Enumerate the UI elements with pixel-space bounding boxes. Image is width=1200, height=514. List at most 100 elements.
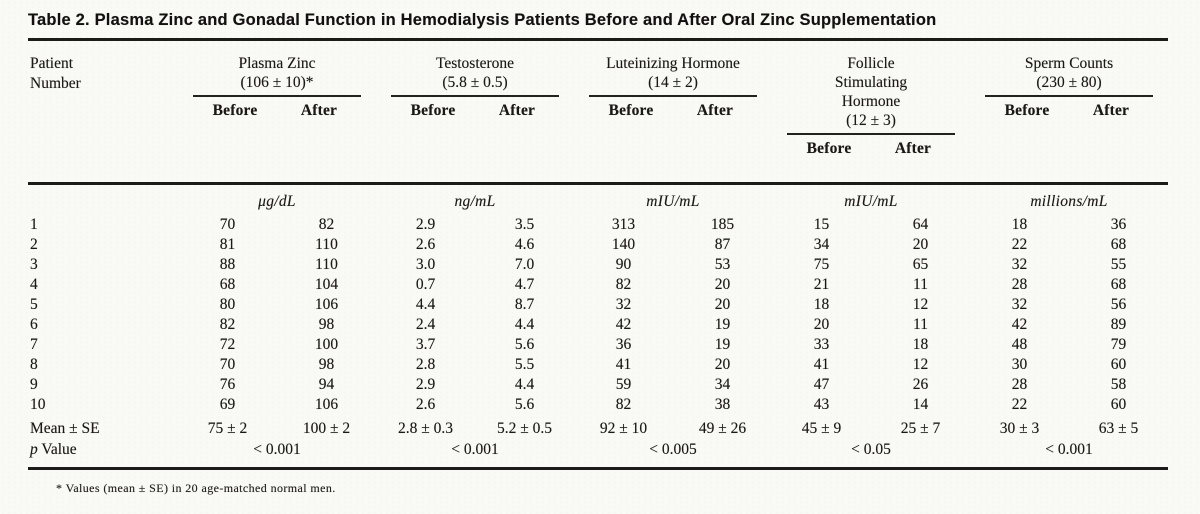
follicle-stimulating-hormone-before-label: Before xyxy=(806,140,852,157)
value-cell-follicle-stimulating-hormone-after: 64 xyxy=(912,216,929,233)
value-cell-follicle-stimulating-hormone-after: 11 xyxy=(913,316,928,333)
value-cell-plasma-zinc-after: 104 xyxy=(314,276,339,293)
value-cell-follicle-stimulating-hormone-after: 20 xyxy=(912,236,929,253)
value-cell-follicle-stimulating-hormone-before: 21 xyxy=(813,276,830,293)
luteinizing-hormone-before-label: Before xyxy=(608,102,654,119)
group-title-line: (106 ± 10)* xyxy=(240,74,314,91)
group-header-plasma-zinc: Plasma Zinc (106 ± 10)* Before After xyxy=(193,54,361,120)
value-cell-follicle-stimulating-hormone-before: 15 xyxy=(813,216,830,233)
patient-row-3: 3 88 110 3.0 7.0 90 53 75 65 32 55 xyxy=(28,255,1168,275)
bottom-rule xyxy=(28,467,1168,470)
header-row: Patient Number Plasma Zinc (106 ± 10)* Bef… xyxy=(28,52,1168,185)
value-cell-sperm-counts-before: 22 xyxy=(1011,396,1028,413)
value-cell-testosterone-before: 0.7 xyxy=(415,276,436,293)
value-cell-plasma-zinc-before: 70 xyxy=(219,356,236,373)
value-cell-sperm-counts-after: 60 xyxy=(1110,356,1127,373)
value-cell-plasma-zinc-before: 69 xyxy=(219,396,236,413)
sperm-counts-before-label: Before xyxy=(1004,102,1050,119)
results-table: Patient Number Plasma Zinc (106 ± 10)* Bef… xyxy=(28,52,1168,461)
value-cell-testosterone-before: 2.4 xyxy=(415,316,436,333)
column-group-header-follicle-stimulating-hormone: Follicle Stimulating Hormone (12 ± 3) Before… xyxy=(772,52,970,185)
before-after-row: Before After xyxy=(985,102,1153,120)
group-title-plasma-zinc: Plasma Zinc (106 ± 10)* xyxy=(193,54,361,92)
value-cell-testosterone-before: 2.6 xyxy=(415,236,436,253)
group-title-line: Luteinizing Hormone xyxy=(606,55,740,72)
column-group-header-plasma-zinc: Plasma Zinc (106 ± 10)* Before After xyxy=(178,52,376,185)
unit-luteinizing-hormone: mIU/mL xyxy=(646,193,700,210)
mean-cell-follicle-stimulating-hormone-before: 45 ± 9 xyxy=(801,419,842,437)
value-cell-sperm-counts-after: 89 xyxy=(1110,316,1127,333)
value-cell-plasma-zinc-before: 70 xyxy=(219,216,236,233)
group-header-follicle-stimulating-hormone: Follicle Stimulating Hormone (12 ± 3) Before… xyxy=(787,54,955,158)
patient-number-header: Patient Number xyxy=(28,52,178,185)
unit-plasma-zinc: μg/dL xyxy=(258,193,296,210)
before-after-row: Before After xyxy=(193,102,361,120)
value-cell-follicle-stimulating-hormone-before: 20 xyxy=(813,316,830,333)
p-value-row: p Value < 0.001 < 0.001 < 0.005 < 0.05 < 0.00… xyxy=(28,439,1168,461)
group-title-line: Follicle xyxy=(847,55,895,72)
table-body: μg/dL ng/mL mIU/mL mIU/mL millions/mL 1 70 82 2.… xyxy=(28,184,1168,462)
patient-number-cell: 3 xyxy=(30,256,38,273)
value-cell-follicle-stimulating-hormone-before: 33 xyxy=(813,336,830,353)
value-cell-follicle-stimulating-hormone-after: 14 xyxy=(912,396,929,413)
value-cell-sperm-counts-after: 56 xyxy=(1110,296,1127,313)
value-cell-follicle-stimulating-hormone-before: 41 xyxy=(813,356,830,373)
patient-row-9: 9 76 94 2.9 4.4 59 34 47 26 28 58 xyxy=(28,375,1168,395)
value-cell-plasma-zinc-after: 110 xyxy=(315,236,338,253)
group-underline xyxy=(787,133,955,135)
value-cell-sperm-counts-after: 79 xyxy=(1110,336,1127,353)
group-title-line: Hormone xyxy=(841,93,901,110)
value-cell-sperm-counts-before: 48 xyxy=(1011,336,1028,353)
mean-cell-luteinizing-hormone-after: 49 ± 26 xyxy=(698,419,747,437)
patient-row-1: 1 70 82 2.9 3.5 313 185 15 64 18 36 xyxy=(28,215,1168,235)
value-cell-sperm-counts-after: 36 xyxy=(1110,216,1127,233)
value-cell-plasma-zinc-after: 100 xyxy=(314,336,339,353)
value-cell-follicle-stimulating-hormone-after: 11 xyxy=(913,276,928,293)
value-cell-sperm-counts-before: 22 xyxy=(1011,236,1028,253)
value-cell-testosterone-before: 3.7 xyxy=(415,336,436,353)
group-title-line: (12 ± 3) xyxy=(846,112,896,129)
value-cell-sperm-counts-before: 42 xyxy=(1011,316,1028,333)
value-cell-sperm-counts-before: 32 xyxy=(1011,296,1028,313)
value-cell-testosterone-after: 8.7 xyxy=(514,296,535,313)
value-cell-luteinizing-hormone-before: 41 xyxy=(615,356,632,373)
patient-number-cell: 10 xyxy=(30,396,46,413)
mean-cell-plasma-zinc-after: 100 ± 2 xyxy=(302,419,351,437)
mean-cell-luteinizing-hormone-before: 92 ± 10 xyxy=(599,419,648,437)
value-cell-sperm-counts-before: 32 xyxy=(1011,256,1028,273)
value-cell-testosterone-after: 4.4 xyxy=(514,376,535,393)
plasma-zinc-before-label: Before xyxy=(212,102,258,119)
value-cell-follicle-stimulating-hormone-before: 18 xyxy=(813,296,830,313)
units-row: μg/dL ng/mL mIU/mL mIU/mL millions/mL xyxy=(28,184,1168,216)
luteinizing-hormone-after-label: After xyxy=(696,102,734,119)
patient-number-cell: 1 xyxy=(30,216,38,233)
mean-cell-testosterone-after: 5.2 ± 0.5 xyxy=(496,419,552,437)
p-value-label-text: Value xyxy=(37,441,77,458)
value-cell-testosterone-before: 2.8 xyxy=(415,356,436,373)
value-cell-follicle-stimulating-hormone-after: 26 xyxy=(912,376,929,393)
mean-cell-sperm-counts-after: 63 ± 5 xyxy=(1098,419,1139,437)
value-cell-plasma-zinc-after: 94 xyxy=(318,376,335,393)
value-cell-luteinizing-hormone-after: 19 xyxy=(714,316,731,333)
value-cell-testosterone-before: 2.9 xyxy=(415,216,436,233)
value-cell-plasma-zinc-before: 68 xyxy=(219,276,236,293)
patient-row-10: 10 69 106 2.6 5.6 82 38 43 14 22 60 xyxy=(28,395,1168,415)
p-value-luteinizing-hormone: < 0.005 xyxy=(649,441,697,458)
patient-number-cell: 5 xyxy=(30,296,38,313)
group-title-follicle-stimulating-hormone: Follicle Stimulating Hormone (12 ± 3) xyxy=(787,54,955,130)
group-header-sperm-counts: Sperm Counts (230 ± 80) Before After xyxy=(985,54,1153,120)
mean-cell-follicle-stimulating-hormone-after: 25 ± 7 xyxy=(900,419,941,437)
value-cell-sperm-counts-after: 60 xyxy=(1110,396,1127,413)
testosterone-after-label: After xyxy=(498,102,536,119)
patient-number-cell: 7 xyxy=(30,336,38,353)
value-cell-testosterone-before: 4.4 xyxy=(415,296,436,313)
value-cell-luteinizing-hormone-before: 82 xyxy=(615,276,632,293)
patient-row-5: 5 80 106 4.4 8.7 32 20 18 12 32 56 xyxy=(28,295,1168,315)
value-cell-sperm-counts-before: 28 xyxy=(1011,276,1028,293)
value-cell-luteinizing-hormone-before: 313 xyxy=(611,216,636,233)
value-cell-sperm-counts-after: 68 xyxy=(1110,236,1127,253)
group-title-line: Testosterone xyxy=(435,55,515,72)
value-cell-follicle-stimulating-hormone-before: 34 xyxy=(813,236,830,253)
group-title-luteinizing-hormone: Luteinizing Hormone (14 ± 2) xyxy=(589,54,757,92)
p-value-label: p Value xyxy=(28,439,178,461)
